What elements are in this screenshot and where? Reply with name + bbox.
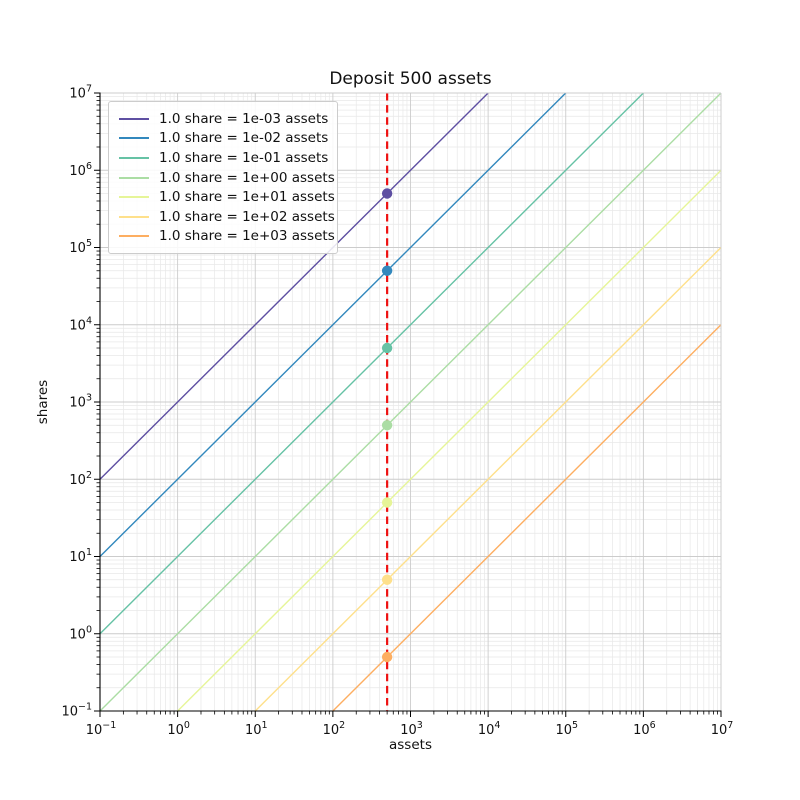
legend-entry-5: 1.0 share = 1e+02 assets [119,207,335,227]
legend-line-swatch [119,156,149,159]
legend-entry-label: 1.0 share = 1e-01 assets [159,149,329,166]
intersection-markers [381,188,393,663]
legend-entry-3: 1.0 share = 1e+00 assets [119,168,335,188]
y-tick-label-1e0: 100 [69,624,92,642]
legend-entry-label: 1.0 share = 1e+02 assets [159,208,335,225]
legend-line-swatch [119,117,149,120]
y-tick-label-1e4: 104 [69,315,92,333]
legend-entry-label: 1.0 share = 1e-03 assets [159,110,329,127]
intersection-marker-1 [381,265,393,276]
series-line-0 [99,92,489,480]
legend-entry-label: 1.0 share = 1e+03 assets [159,228,335,245]
x-tick-label-1e7: 107 [711,720,734,738]
y-tick-label-1e6: 106 [69,161,92,179]
legend-entry-label: 1.0 share = 1e+00 assets [159,169,335,186]
intersection-marker-6 [381,651,393,663]
x-tick-label-1e4: 104 [478,720,501,738]
x-tick-labels: 10−1 100 101 102 103 104 105 106 107 [86,720,734,738]
intersection-marker-2 [381,342,393,354]
x-tick-label-1e3: 103 [400,720,423,738]
series-line-4 [177,169,722,712]
legend-line-swatch [119,196,149,199]
y-tick-labels: 10−1 100 101 102 103 104 105 106 107 [61,84,92,720]
x-tick-label-1e0: 100 [167,720,190,738]
x-axis-label: assets [389,737,432,753]
intersection-marker-0 [381,188,393,199]
y-axis-label: shares [35,379,51,425]
y-tick-label-1e-1: 10−1 [61,702,92,720]
legend-line-swatch [119,137,149,140]
x-tick-label-1e5: 105 [555,720,578,738]
x-tick-label-1e-1: 10−1 [86,720,117,738]
legend-entry-6: 1.0 share = 1e+03 assets [119,227,335,247]
chart-title: Deposit 500 assets [329,69,492,89]
legend-entry-2: 1.0 share = 1e-01 assets [119,148,329,168]
series-line-1 [99,92,567,557]
intersection-marker-4 [381,497,393,508]
legend-entry-1: 1.0 share = 1e-02 assets [119,129,329,149]
series-line-5 [254,247,722,712]
intersection-marker-3 [381,420,393,431]
x-tick-label-1e2: 102 [323,720,346,738]
y-tick-label-1e5: 105 [69,238,92,256]
y-tick-label-1e7: 107 [69,84,92,102]
y-tick-label-1e2: 102 [69,470,92,488]
legend-entry-4: 1.0 share = 1e+01 assets [119,187,335,207]
series-line-6 [332,324,722,712]
legend-entry-0: 1.0 share = 1e-03 assets [119,109,329,129]
legend-line-swatch [119,235,149,238]
x-tick-label-1e1: 101 [245,720,268,738]
legend-line-swatch [119,215,149,218]
intersection-marker-5 [381,574,393,585]
legend-entry-label: 1.0 share = 1e-02 assets [159,130,329,147]
y-tick-label-1e3: 103 [69,393,92,411]
legend-line-swatch [119,176,149,179]
series-lines [99,92,722,712]
x-tick-label-1e6: 106 [633,720,656,738]
series-line-3 [99,92,722,712]
legend: 1.0 share = 1e-03 assets 1.0 share = 1e-0… [108,101,338,255]
y-tick-label-1e1: 101 [69,547,92,565]
axis-ticks [94,92,722,717]
series-line-2 [99,92,644,635]
legend-entry-label: 1.0 share = 1e+01 assets [159,189,335,206]
